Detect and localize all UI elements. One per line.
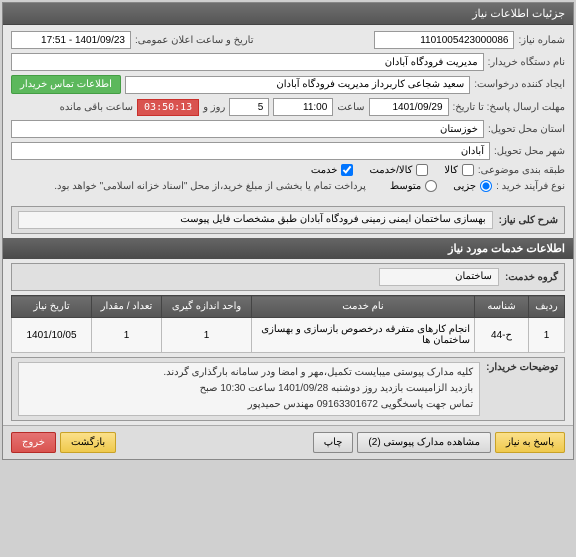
goods-service-checkbox-label: کالا/خدمت: [369, 165, 412, 176]
goods-checkbox[interactable]: کالا: [444, 164, 474, 176]
td-name: انجام کارهای متفرقه درخصوص بازسازی و بهس…: [252, 318, 475, 353]
buyer-name-value: مدیریت فرودگاه آبادان: [11, 53, 484, 71]
th-date: تاریخ نیاز: [12, 296, 92, 318]
classification-label: طبقه بندی موضوعی:: [478, 165, 565, 176]
td-unit: 1: [162, 318, 252, 353]
th-idx: ردیف: [529, 296, 565, 318]
service-checkbox[interactable]: خدمت: [311, 164, 354, 176]
print-button[interactable]: چاپ: [313, 432, 354, 453]
city-value: آبادان: [11, 142, 490, 160]
table-row: 1 ح-44 انجام کارهای متفرقه درخصوص بازساز…: [12, 318, 565, 353]
back-button[interactable]: بازگشت: [60, 432, 116, 453]
td-code: ح-44: [475, 318, 529, 353]
service-checkbox-label: خدمت: [311, 165, 338, 176]
buyer-notes-label: توضیحات خریدار:: [486, 362, 558, 373]
need-no-value: 1101005423000086: [374, 31, 514, 49]
th-name: نام خدمت: [252, 296, 475, 318]
td-qty: 1: [92, 318, 162, 353]
deadline-label: مهلت ارسال پاسخ: تا تاریخ:: [453, 102, 565, 113]
service-group-value: ساختمان: [379, 268, 499, 286]
pub-date-label: تاریخ و ساعت اعلان عمومی:: [135, 35, 254, 46]
td-date: 1401/10/05: [12, 318, 92, 353]
th-qty: تعداد / مقدار: [92, 296, 162, 318]
timer-value: 03:50:13: [137, 99, 199, 116]
medium-radio-input[interactable]: [425, 180, 437, 192]
goods-checkbox-input[interactable]: [462, 164, 474, 176]
purchase-type-label: نوع فرآیند خرید :: [496, 181, 565, 192]
buyer-notes-value: کلیه مدارک پیوستی میبایست تکمیل،مهر و ام…: [18, 362, 480, 416]
service-checkbox-input[interactable]: [341, 164, 353, 176]
requester-value: سعید شجاعی کاربرداز مدیریت فرودگاه آبادا…: [125, 76, 470, 94]
day-and-label: روز و: [203, 102, 225, 113]
remaining-label: ساعت باقی مانده: [60, 102, 133, 113]
need-no-label: شماره نیاز:: [518, 35, 565, 46]
reply-button[interactable]: پاسخ به نیاز: [495, 432, 565, 453]
pub-date-value: 1401/09/23 - 17:51: [11, 31, 131, 49]
td-idx: 1: [529, 318, 565, 353]
province-label: استان محل تحویل:: [488, 124, 565, 135]
medium-radio[interactable]: متوسط: [390, 180, 437, 192]
goods-checkbox-label: کالا: [444, 165, 458, 176]
buyer-name-label: نام دستگاه خریدار:: [488, 57, 565, 68]
desc-title-label: شرح کلی نیاز:: [499, 215, 558, 226]
goods-service-checkbox[interactable]: کالا/خدمت: [369, 164, 428, 176]
deadline-hour-value: 11:00: [273, 98, 333, 116]
panel-title: جزئیات اطلاعات نیاز: [3, 3, 573, 25]
table-header-row: ردیف شناسه نام خدمت واحد اندازه گیری تعد…: [12, 296, 565, 318]
service-group-label: گروه خدمت:: [505, 272, 558, 283]
th-code: شناسه: [475, 296, 529, 318]
contact-buyer-button[interactable]: اطلاعات تماس خریدار: [11, 75, 121, 94]
attachments-button[interactable]: مشاهده مدارک پیوستی (2): [357, 432, 491, 453]
days-left-value: 5: [229, 98, 269, 116]
partial-radio-input[interactable]: [480, 180, 492, 192]
province-value: خوزستان: [11, 120, 484, 138]
partial-radio-label: جزیی: [453, 181, 476, 192]
exit-button[interactable]: خروج: [11, 432, 56, 453]
purchase-note: پرداخت تمام یا بخشی از مبلغ خرید،از محل …: [54, 181, 366, 192]
th-unit: واحد اندازه گیری: [162, 296, 252, 318]
medium-radio-label: متوسط: [390, 181, 421, 192]
partial-radio[interactable]: جزیی: [453, 180, 492, 192]
services-table: ردیف شناسه نام خدمت واحد اندازه گیری تعد…: [11, 295, 565, 353]
goods-service-checkbox-input[interactable]: [416, 164, 428, 176]
city-label: شهر محل تحویل:: [494, 146, 565, 157]
hour-label: ساعت: [337, 102, 364, 113]
requester-label: ایجاد کننده درخواست:: [474, 79, 565, 90]
services-title: اطلاعات خدمات مورد نیاز: [3, 238, 573, 259]
desc-value: بهسازی ساختمان ایمنی زمینی فرودگاه آبادا…: [18, 211, 493, 229]
deadline-date-value: 1401/09/29: [369, 98, 449, 116]
